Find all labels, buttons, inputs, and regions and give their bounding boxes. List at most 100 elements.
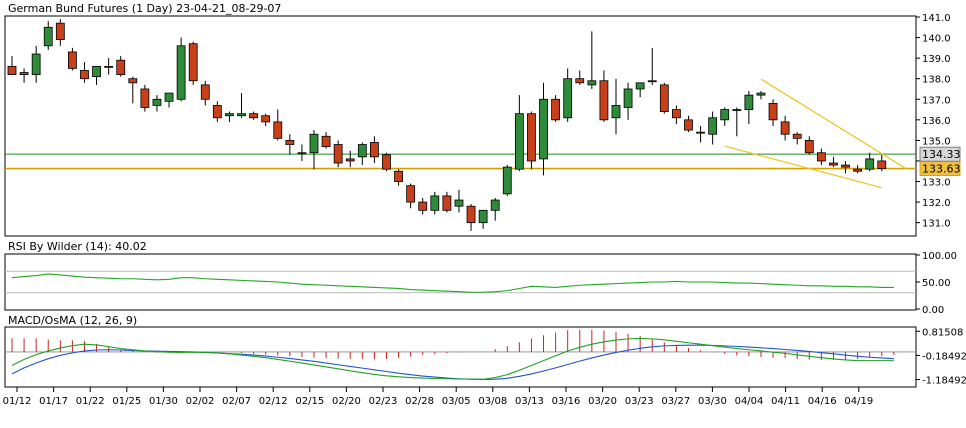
- candle: [225, 111, 234, 122]
- candle-body-up: [623, 88, 633, 108]
- candle-body-down: [104, 65, 114, 68]
- candle: [551, 95, 560, 122]
- candle: [599, 70, 609, 122]
- candle-body-down: [877, 160, 887, 169]
- candle: [611, 78, 621, 135]
- candle: [756, 91, 766, 100]
- candle: [7, 56, 17, 75]
- candle-body-down: [394, 170, 403, 182]
- trendline: [760, 78, 907, 170]
- rsi-line-layer: [11, 273, 894, 293]
- candle: [514, 95, 524, 172]
- candle-body-up: [478, 209, 488, 224]
- candle-body-down: [659, 84, 669, 113]
- candle: [490, 197, 500, 221]
- candle-body-down: [297, 152, 307, 155]
- price-axis-label: 131.0: [922, 219, 951, 230]
- candle: [406, 183, 416, 209]
- candle-body-down: [672, 109, 681, 119]
- candle: [647, 47, 657, 85]
- candle: [853, 165, 862, 174]
- candle-body-up: [176, 45, 186, 100]
- candle: [430, 191, 440, 215]
- candle: [841, 160, 850, 174]
- candle-body-down: [442, 195, 452, 211]
- candle: [128, 76, 138, 104]
- candle: [249, 111, 259, 120]
- candle: [309, 130, 319, 170]
- main-chart-title: German Bund Futures (1 Day) 23-04-21_08-…: [8, 2, 281, 15]
- rsi-axis-label: 100.00: [922, 251, 957, 262]
- macd-axis-label: -1.18492: [922, 376, 966, 387]
- price-axis-label: 132.0: [922, 198, 951, 209]
- price-axis-label: 139.0: [922, 54, 951, 65]
- candle: [780, 115, 790, 141]
- candle: [466, 204, 476, 231]
- candle: [140, 84, 150, 112]
- candle: [623, 82, 633, 120]
- candle-body-up: [357, 144, 367, 158]
- date-axis-label: 01/30: [149, 396, 178, 407]
- candle: [188, 41, 198, 85]
- candle: [382, 152, 391, 172]
- candle-body-down: [68, 51, 77, 69]
- candle-body-down: [7, 65, 17, 75]
- candle-body-down: [55, 22, 65, 41]
- candle-body-down: [285, 139, 295, 145]
- date-axis-label: 01/25: [112, 396, 141, 407]
- rsi-axis-label: 50.00: [922, 278, 951, 289]
- candle: [478, 209, 488, 229]
- candle: [394, 169, 403, 186]
- date-axis-label: 02/02: [186, 396, 215, 407]
- candle: [55, 19, 65, 46]
- horizontal-price-lines: [5, 153, 916, 170]
- candle-body-down: [406, 185, 416, 203]
- date-axis-label: 04/19: [844, 396, 873, 407]
- macd-lines-layer: [11, 337, 894, 381]
- candle-body-down: [768, 102, 778, 121]
- candle-body-up: [502, 166, 512, 195]
- candle: [212, 101, 222, 122]
- candle: [696, 126, 705, 143]
- candle: [273, 109, 283, 141]
- date-axis-label: 03/20: [588, 396, 617, 407]
- candle: [877, 154, 887, 172]
- date-axis-label: 02/28: [405, 396, 434, 407]
- main-price-axis: 131.0132.0133.0134.0135.0136.0137.0138.0…: [916, 13, 951, 230]
- trendlines: [724, 78, 907, 189]
- date-axis-label: 04/04: [735, 396, 764, 407]
- candle-body-down: [551, 98, 560, 121]
- candle: [768, 99, 778, 126]
- candle-body-down: [527, 113, 536, 162]
- candle-body-up: [454, 199, 464, 207]
- candle: [19, 68, 29, 83]
- price-axis-label: 140.0: [922, 34, 951, 45]
- candle: [659, 82, 669, 114]
- candle: [369, 136, 379, 164]
- candle-body-down: [188, 43, 198, 82]
- candle: [357, 142, 367, 166]
- rsi-axis-label: 0.00: [922, 305, 944, 316]
- candle-body-down: [418, 201, 428, 211]
- candle-body-up: [514, 113, 524, 170]
- candle-body-up: [490, 199, 500, 211]
- candle: [152, 95, 162, 112]
- rsi-line: [11, 273, 894, 293]
- candle-body-up: [756, 92, 766, 96]
- candle-body-up: [92, 65, 101, 78]
- candle-body-down: [80, 70, 89, 80]
- candle-body-up: [430, 195, 440, 211]
- candle-body-down: [140, 88, 150, 108]
- price-axis-label: 135.0: [922, 136, 951, 147]
- macd-plot-frame: [4, 326, 917, 388]
- candle: [80, 62, 89, 83]
- candle: [237, 93, 246, 118]
- main-plot-frame: [4, 15, 917, 237]
- candle: [829, 156, 838, 168]
- candle-body-up: [865, 158, 875, 170]
- price-axis-label: 138.0: [922, 75, 951, 86]
- candle-body-down: [321, 135, 331, 147]
- candle-body-down: [816, 152, 826, 162]
- candle-body-up: [635, 82, 645, 90]
- date-axis-label: 03/27: [661, 396, 690, 407]
